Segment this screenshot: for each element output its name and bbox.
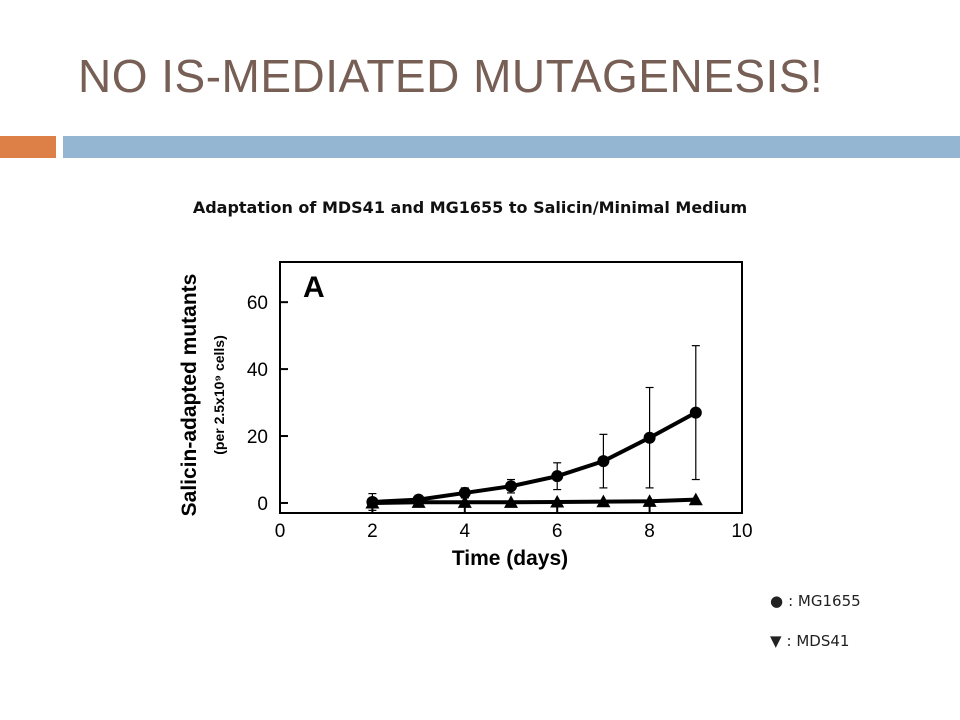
series-line-mg1655 bbox=[372, 410, 697, 504]
y-axis-sublabel: (per 2.5x10⁹ cells) bbox=[211, 335, 227, 455]
data-point-mg1655 bbox=[643, 431, 656, 444]
data-point-mds41 bbox=[504, 495, 518, 508]
data-point-mg1655 bbox=[458, 486, 471, 499]
y-tick-label: 40 bbox=[247, 360, 268, 381]
data-point-mds41 bbox=[596, 494, 611, 508]
x-tick-label: 4 bbox=[460, 521, 471, 542]
x-tick-label: 0 bbox=[275, 521, 286, 542]
y-tick-label: 20 bbox=[247, 427, 268, 448]
y-tick-label: 60 bbox=[247, 293, 268, 314]
legend-label: : MG1655 bbox=[788, 592, 861, 610]
x-tick-label: 2 bbox=[367, 521, 378, 542]
legend: ●: MG1655 ▼: MDS41 bbox=[770, 590, 861, 670]
accent-bar-blue bbox=[63, 136, 960, 158]
legend-label: : MDS41 bbox=[786, 632, 850, 650]
x-tick-label: 8 bbox=[644, 521, 655, 542]
data-point-mds41 bbox=[688, 492, 703, 506]
series-line-mds41 bbox=[372, 497, 696, 505]
data-point-mds41 bbox=[642, 494, 657, 507]
data-point-mds41 bbox=[457, 495, 472, 508]
y-tick-label: 0 bbox=[257, 494, 268, 515]
slide-title: NO IS-MEDIATED MUTAGENESIS! bbox=[78, 50, 824, 102]
data-point-mg1655 bbox=[689, 406, 702, 419]
data-point-mds41 bbox=[365, 495, 380, 509]
data-point-mds41 bbox=[411, 495, 426, 508]
data-point-mg1655 bbox=[551, 470, 564, 483]
x-axis-label: Time (days) bbox=[452, 547, 568, 570]
legend-item-mg1655: ●: MG1655 bbox=[770, 590, 861, 612]
data-point-mds41 bbox=[550, 494, 565, 508]
y-axis-label: Salicin-adapted mutants bbox=[178, 274, 201, 517]
legend-item-mds41: ▼: MDS41 bbox=[770, 630, 861, 652]
circle-marker-icon: ● bbox=[770, 592, 784, 610]
accent-bar-orange bbox=[0, 136, 56, 158]
panel-label: A bbox=[303, 271, 325, 304]
triangle-marker-icon: ▼ bbox=[770, 632, 782, 650]
plot-frame bbox=[279, 261, 743, 514]
figure: A Salicin-adapted mutants (per 2.5x10⁹ c… bbox=[160, 240, 780, 584]
line-chart: A Salicin-adapted mutants (per 2.5x10⁹ c… bbox=[178, 261, 753, 570]
chart-title: Adaptation of MDS41 and MG1655 to Salici… bbox=[192, 198, 748, 217]
data-point-mg1655 bbox=[505, 480, 517, 493]
x-tick-label: 6 bbox=[552, 521, 563, 542]
x-tick-label: 10 bbox=[731, 521, 752, 542]
data-point-mg1655 bbox=[597, 455, 610, 468]
